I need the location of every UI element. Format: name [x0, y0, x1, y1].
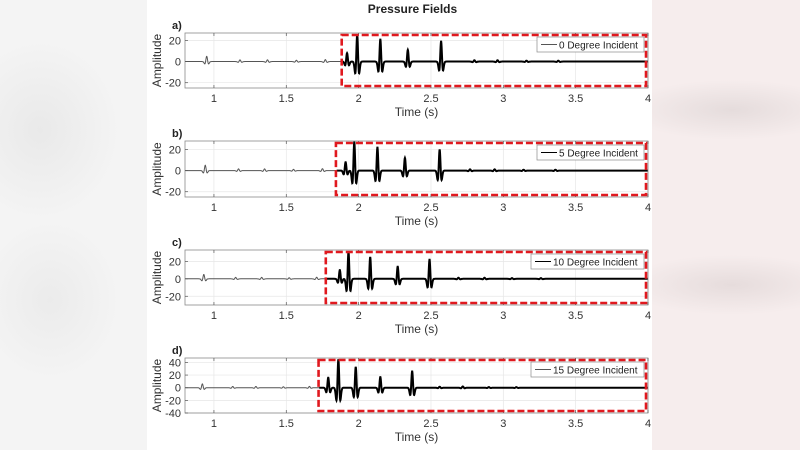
legend-box: [530, 361, 645, 378]
panel-label: b): [172, 128, 183, 140]
x-tick-label: 3: [500, 418, 506, 430]
right-background: [652, 0, 800, 450]
x-tick-label: 3: [500, 93, 506, 105]
figure-title: Pressure Fields: [367, 2, 458, 16]
x-axis-label: Time (s): [395, 105, 439, 119]
y-tick-label: -20: [165, 187, 181, 199]
legend-box: [530, 253, 645, 270]
axes-border: [184, 357, 649, 414]
legend-box: [536, 36, 645, 53]
x-tick-label: 2.5: [423, 418, 438, 430]
x-tick-label: 1.5: [279, 93, 294, 105]
waveform-pre: [185, 273, 328, 282]
x-tick-label: 3: [500, 202, 506, 214]
axes-border: [184, 249, 649, 306]
x-tick-label: 1: [211, 202, 217, 214]
x-tick-label: 3.5: [568, 202, 583, 214]
waveform-highlighted: [336, 141, 648, 185]
x-tick-label: 1: [211, 93, 217, 105]
y-tick-label: 20: [169, 370, 181, 382]
left-background: [0, 0, 147, 450]
y-tick-label: 0: [175, 57, 181, 69]
x-tick-label: 2: [356, 418, 362, 430]
x-tick-label: 2: [356, 202, 362, 214]
waveform-highlighted: [319, 359, 648, 404]
y-axis-label: Amplitude: [150, 359, 164, 413]
y-tick-label: 20: [169, 35, 181, 47]
x-tick-label: 2: [356, 93, 362, 105]
y-axis-label: Amplitude: [150, 142, 164, 196]
x-tick-label: 2.5: [423, 310, 438, 322]
y-tick-label: -20: [165, 78, 181, 90]
x-tick-label: 4: [645, 93, 651, 105]
y-tick-label: 20: [169, 144, 181, 156]
figure-page: Pressure Fields 1 1.5 2 2.5 3 3.5 4 -20 0 20 Time …: [147, 0, 652, 450]
x-tick-label: 3.5: [568, 93, 583, 105]
y-tick-label: 20: [169, 256, 181, 268]
panel-label: d): [172, 345, 183, 357]
waveform-pre: [185, 383, 320, 390]
waveform-highlighted: [342, 34, 648, 75]
x-tick-label: 3: [500, 310, 506, 322]
waveform-pre: [185, 164, 338, 174]
axes-border: [184, 32, 649, 89]
x-tick-label: 2.5: [423, 202, 438, 214]
x-tick-label: 1.5: [279, 418, 294, 430]
y-tick-label: -20: [165, 395, 181, 407]
waveform-pre: [185, 55, 344, 65]
y-tick-label: -40: [165, 408, 181, 420]
x-axis-label: Time (s): [395, 214, 439, 228]
axes-border: [184, 140, 649, 198]
x-tick-label: 3.5: [568, 310, 583, 322]
legend-label: 5 Degree Incident: [559, 149, 638, 160]
x-tick-label: 4: [645, 202, 651, 214]
y-tick-label: 0: [175, 274, 181, 286]
highlight-box: [324, 250, 648, 305]
x-tick-label: 2: [356, 310, 362, 322]
legend-box: [536, 144, 645, 161]
highlight-box: [340, 33, 648, 88]
y-tick-label: -20: [165, 291, 181, 303]
x-axis-label: Time (s): [395, 430, 439, 444]
y-tick-label: 0: [175, 383, 181, 395]
panel-label: a): [172, 20, 182, 32]
x-axis-label: Time (s): [395, 322, 439, 336]
legend-label: 10 Degree Incident: [553, 258, 638, 269]
x-tick-label: 1.5: [279, 310, 294, 322]
highlight-box: [317, 358, 648, 413]
x-tick-label: 4: [645, 310, 651, 322]
x-tick-label: 1: [211, 310, 217, 322]
x-tick-label: 1: [211, 418, 217, 430]
x-tick-label: 3.5: [568, 418, 583, 430]
panel-label: c): [172, 237, 182, 249]
waveform-highlighted: [326, 251, 648, 293]
y-tick-label: 0: [175, 166, 181, 178]
legend-label: 15 Degree Incident: [553, 366, 638, 377]
x-tick-label: 1.5: [279, 202, 294, 214]
y-axis-label: Amplitude: [150, 34, 164, 88]
x-tick-label: 2.5: [423, 93, 438, 105]
legend-label: 0 Degree Incident: [559, 41, 638, 52]
y-tick-label: 40: [169, 357, 181, 369]
y-axis-label: Amplitude: [150, 251, 164, 305]
highlight-box: [334, 141, 648, 197]
x-tick-label: 4: [645, 418, 651, 430]
